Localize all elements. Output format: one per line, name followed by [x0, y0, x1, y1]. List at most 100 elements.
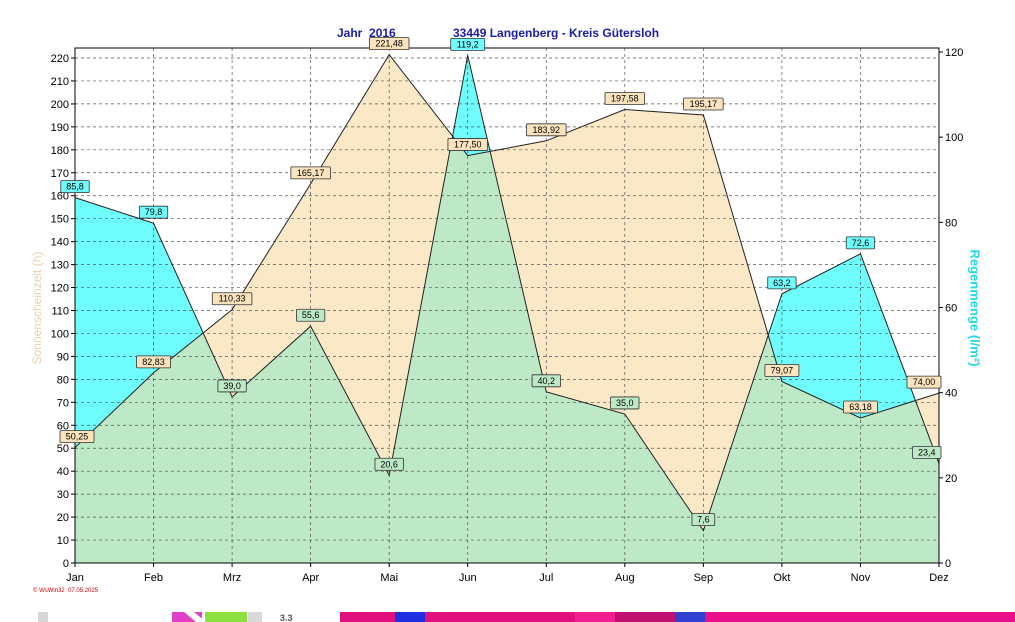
y-left-tick-label: 90 — [57, 351, 69, 363]
rain-data-label: 63,2 — [767, 276, 797, 290]
x-tick-label: Mrz — [223, 572, 241, 584]
sunshine-data-label: 197,58 — [604, 92, 646, 105]
rain-data-label-text: 63,2 — [773, 278, 791, 288]
y-right-tick-label: 40 — [945, 388, 957, 400]
sunshine-data-label-box — [604, 92, 646, 105]
rain-data-label: 72,6 — [845, 236, 876, 250]
y-left-tick-label: 100 — [51, 328, 69, 340]
sunshine-data-label-box — [447, 138, 488, 151]
sunshine-data-label-box — [136, 355, 171, 369]
plot-frame — [74, 47, 940, 564]
y-left-tick-label: 220 — [51, 53, 69, 65]
sunshine-data-label-text: 74,00 — [913, 377, 936, 387]
y-left-tick-label: 160 — [51, 191, 69, 203]
sunshine-data-label-text: 50,25 — [66, 432, 89, 442]
y-left-tick-label: 10 — [57, 535, 69, 547]
rain-data-label-text: 40,2 — [538, 376, 556, 386]
rain-data-label-box — [691, 513, 716, 527]
rain-data-label-box — [767, 276, 797, 290]
y-right-tick-label: 100 — [945, 132, 963, 144]
rain-data-label-text: 35,0 — [616, 398, 634, 408]
y-right-tick-label: 80 — [945, 217, 957, 229]
y-left-tick-label: 0 — [63, 558, 69, 570]
sunshine-data-label-box — [526, 123, 567, 137]
y-left-tick-label: 130 — [51, 260, 69, 272]
y-right-tick-label: 0 — [945, 558, 951, 570]
rain-data-label-text: 7,6 — [697, 515, 710, 525]
y-right-tick-label: 60 — [945, 303, 957, 315]
y-left-tick-label: 190 — [51, 122, 69, 134]
sunshine-data-label: 221,48 — [368, 37, 410, 51]
rain-data-label: 55,6 — [296, 308, 326, 322]
sunshine-data-label-box — [59, 430, 95, 444]
x-tick-label: Apr — [302, 572, 319, 584]
sunshine-data-label-text: 110,33 — [219, 294, 246, 304]
sunshine-data-label: 63,18 — [843, 400, 878, 414]
sunshine-data-label: 82,83 — [136, 355, 171, 369]
y-left-tick-label: 20 — [57, 512, 69, 524]
sunshine-data-label: 183,92 — [526, 123, 567, 137]
rain-data-label: 79,8 — [138, 205, 169, 219]
rain-data-label-box — [845, 236, 876, 250]
x-tick-label: Sep — [694, 572, 714, 584]
y-left-tick-label: 210 — [51, 76, 69, 88]
rain-data-label: 40,2 — [531, 374, 561, 388]
x-tick-label: Jul — [539, 572, 553, 584]
y-left-tick-label: 40 — [57, 466, 69, 478]
sunshine-line — [74, 53, 940, 449]
rain-data-label-text: 55,6 — [302, 310, 320, 320]
y-left-tick-label: 140 — [51, 237, 69, 249]
x-tick-label: Okt — [773, 572, 790, 584]
rain-data-label-text: 72,6 — [852, 238, 870, 248]
sunshine-data-label-text: 82,83 — [142, 357, 165, 367]
y-axis-right-label: Regenmenge (l/m²) — [967, 249, 983, 367]
sunshine-data-label-text: 197,58 — [611, 93, 639, 103]
sunshine-data-label: 177,50 — [447, 138, 488, 151]
rain-data-label-box — [610, 396, 640, 410]
sunshine-data-label: 79,07 — [764, 364, 800, 377]
sunshine-data-label: 110,33 — [211, 292, 253, 306]
sunshine-data-label-text: 221,48 — [375, 39, 403, 49]
x-tick-label: Mai — [380, 572, 398, 584]
rain-data-label-box — [374, 457, 404, 471]
chart-title-location: 33449 Langenberg - Kreis Gütersloh — [453, 26, 660, 40]
y-left-tick-label: 70 — [57, 397, 69, 409]
x-tick-label: Jan — [66, 572, 84, 584]
sunshine-data-label-box — [764, 364, 800, 377]
sunshine-data-label-box — [906, 375, 942, 389]
rain-data-label-text: 20,6 — [380, 459, 398, 469]
sunshine-data-label-text: 79,07 — [771, 365, 794, 375]
sunshine-data-label: 74,00 — [906, 375, 942, 389]
rain-data-label: 35,0 — [610, 396, 640, 410]
rain-data-label-box — [217, 379, 247, 393]
x-tick-label: Feb — [144, 572, 163, 584]
y-left-tick-label: 30 — [57, 489, 69, 501]
x-tick-label: Nov — [851, 572, 871, 584]
rain-data-label-text: 23,4 — [918, 447, 936, 457]
rain-data-label-box — [912, 445, 942, 459]
rain-data-label: 39,0 — [217, 379, 247, 393]
sunshine-data-label-text: 63,18 — [849, 402, 872, 412]
x-tick-label: Dez — [929, 572, 949, 584]
sunshine-data-label: 50,25 — [59, 430, 95, 444]
rain-data-label-box — [450, 38, 486, 51]
x-tick-label: Aug — [615, 572, 635, 584]
rain-data-label-box — [296, 308, 326, 322]
sunshine-data-label-text: 195,17 — [690, 99, 718, 109]
sunshine-data-label: 165,17 — [290, 166, 331, 180]
sunshine-data-label: 195,17 — [683, 97, 724, 111]
chart-title-year: Jahr 2016 — [337, 26, 396, 40]
rain-data-label-text: 119,2 — [457, 39, 479, 49]
y-left-tick-label: 170 — [51, 168, 69, 180]
rain-data-label-text: 85,8 — [66, 182, 84, 192]
y-left-tick-label: 200 — [51, 99, 69, 111]
sunshine-data-label-text: 165,17 — [297, 168, 325, 178]
rain-data-label-box — [531, 374, 561, 388]
y-right-tick-label: 120 — [945, 47, 963, 59]
sunshine-data-label-box — [211, 292, 253, 306]
y-left-tick-label: 80 — [57, 374, 69, 386]
rain-data-label: 7,6 — [691, 513, 716, 527]
x-tick-label: Jun — [459, 572, 477, 584]
rain-data-label: 23,4 — [912, 445, 942, 459]
